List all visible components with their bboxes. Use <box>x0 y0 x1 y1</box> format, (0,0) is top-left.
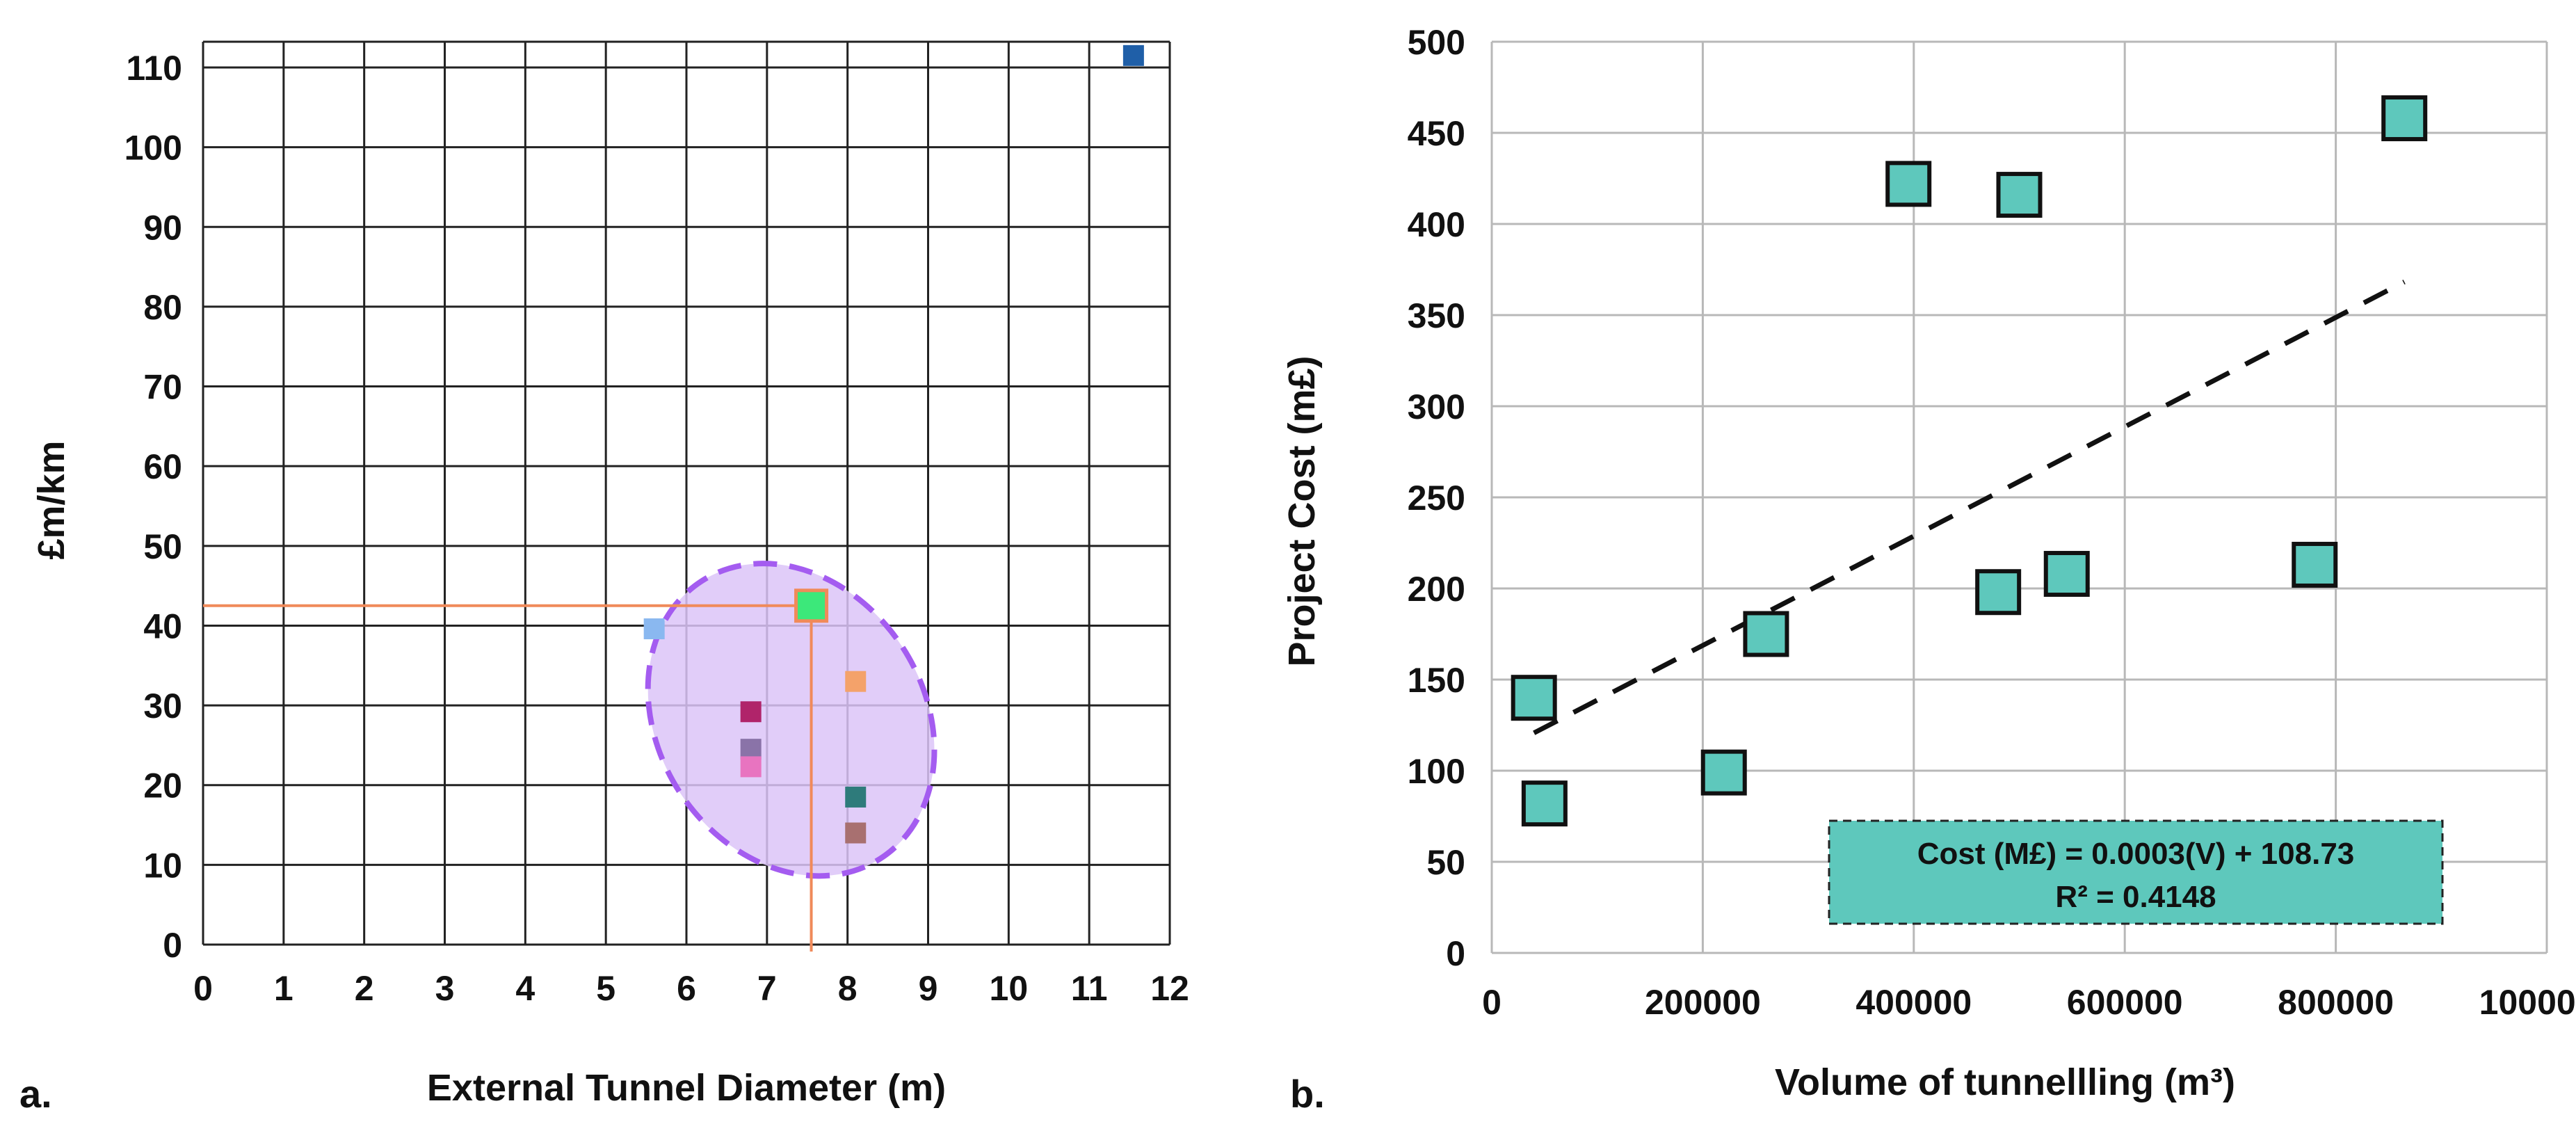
b-x-tick-label: 400000 <box>1855 983 1972 1022</box>
a-x-tick-label: 12 <box>1150 969 1189 1008</box>
a-y-axis-title: £m/km <box>31 440 72 559</box>
b-y-tick-label: 100 <box>1408 752 1465 791</box>
a-cluster-ellipse <box>645 561 937 879</box>
a-y-tick-label: 90 <box>143 208 182 247</box>
a-x-tick-label: 8 <box>838 969 858 1008</box>
a-x-tick-label: 1 <box>274 969 293 1008</box>
a-data-point <box>845 786 867 808</box>
a-y-tick-label: 10 <box>143 846 182 885</box>
b-y-tick-label: 300 <box>1408 387 1465 426</box>
a-data-point <box>1122 45 1144 66</box>
a-data-point <box>845 822 867 844</box>
a-data-point <box>740 739 762 760</box>
a-x-tick-label: 5 <box>596 969 615 1008</box>
b-data-point <box>1511 675 1557 721</box>
b-y-tick-label: 350 <box>1408 296 1465 335</box>
b-data-point <box>2292 541 2338 588</box>
b-data-point <box>1521 780 1568 827</box>
b-y-tick-label: 450 <box>1408 114 1465 153</box>
a-y-tick-label: 60 <box>143 447 182 486</box>
a-x-tick-label: 11 <box>1071 969 1108 1008</box>
a-x-tick-label: 6 <box>677 969 696 1008</box>
a-data-point <box>643 618 665 640</box>
a-x-tick-label: 10 <box>990 969 1029 1008</box>
a-x-tick-label: 2 <box>355 969 374 1008</box>
b-data-point <box>1700 749 1747 796</box>
b-data-point <box>1885 161 1932 207</box>
a-x-tick-label: 9 <box>919 969 938 1008</box>
a-highlight-point <box>794 588 829 623</box>
a-y-tick-label: 0 <box>163 926 182 965</box>
b-y-tick-label: 200 <box>1408 570 1465 609</box>
b-x-tick-label: 200000 <box>1645 983 1761 1022</box>
b-data-point <box>1975 569 2022 616</box>
b-y-tick-label: 150 <box>1408 661 1465 700</box>
b-y-tick-label: 250 <box>1408 479 1465 518</box>
a-y-tick-label: 50 <box>143 527 182 566</box>
a-data-point <box>740 701 762 723</box>
b-y-tick-label: 500 <box>1408 23 1465 62</box>
b-x-tick-label: 1000000 <box>2479 983 2576 1022</box>
b-trendline <box>1533 280 2406 735</box>
b-y-axis-title: Project Cost (m£) <box>1281 355 1323 666</box>
a-y-tick-label: 110 <box>126 49 182 88</box>
b-y-tick-label: 0 <box>1446 934 1465 973</box>
b-panel-label: b. <box>1290 1072 1325 1116</box>
b-x-axis-title: Volume of tunnellling (m³) <box>1775 1061 2235 1103</box>
a-x-axis-title: External Tunnel Diameter (m) <box>427 1067 946 1109</box>
b-data-point <box>2043 551 2090 597</box>
a-data-point <box>740 756 762 778</box>
b-data-point <box>1743 611 1789 657</box>
b-data-point <box>1996 172 2043 218</box>
chart-a: 0 1 2 3 4 5 6 7 8 9 10 11 12010203040506070809010011… <box>19 40 1189 1116</box>
a-y-tick-label: 70 <box>143 368 182 407</box>
b-x-tick-label: 800000 <box>2278 983 2394 1022</box>
a-y-tick-label: 40 <box>143 607 182 645</box>
a-x-tick-label: 7 <box>757 969 777 1008</box>
b-equation-text: Cost (M£) = 0.0003(V) + 108.73 <box>1917 837 2355 871</box>
a-y-tick-label: 20 <box>143 767 182 805</box>
a-x-tick-label: 4 <box>515 969 535 1008</box>
a-data-point <box>845 671 867 692</box>
b-y-tick-label: 400 <box>1408 205 1465 244</box>
b-x-tick-label: 600000 <box>2067 983 2183 1022</box>
chart-b: 0 200000 400000 600000 800000 1000000 0 50 100 15… <box>1281 23 2576 1116</box>
a-x-tick-label: 3 <box>435 969 455 1008</box>
a-y-tick-label: 30 <box>143 687 182 725</box>
b-r-squared-text: R² = 0.4148 <box>2055 880 2216 914</box>
a-x-tick-label: 0 <box>193 969 213 1008</box>
a-y-tick-label: 80 <box>143 288 182 327</box>
b-equation-box <box>1828 819 2444 925</box>
b-y-tick-label: 50 <box>1426 843 1465 882</box>
b-x-tick-label: 0 <box>1482 983 1502 1022</box>
a-panel-label: a. <box>19 1072 52 1116</box>
b-data-point <box>2381 95 2428 142</box>
a-y-tick-label: 100 <box>124 129 182 168</box>
